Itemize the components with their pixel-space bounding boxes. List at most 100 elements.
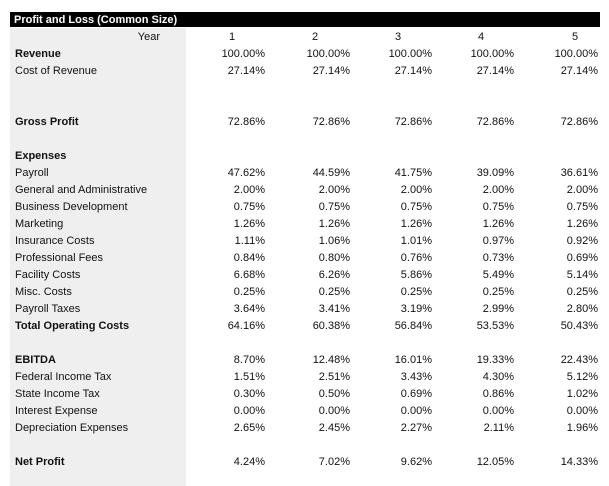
cell-value: 3.19%	[400, 303, 432, 315]
cell-value: 2.00%	[400, 184, 432, 196]
cell-value: 1.01%	[400, 235, 432, 247]
cell-value: 2.45%	[318, 422, 350, 434]
cell-value: 2.00%	[566, 184, 598, 196]
cell-value: 2.65%	[233, 422, 265, 434]
cell-value: 2.00%	[482, 184, 514, 196]
row-label: Professional Fees	[15, 252, 104, 264]
row-label: Gross Profit	[15, 116, 79, 128]
cell-value: 0.75%	[318, 201, 350, 213]
cell-value: 0.80%	[318, 252, 350, 264]
row-label: General and Administrative	[15, 184, 148, 196]
row-label: Total Operating Costs	[15, 320, 130, 332]
cell-value: 50.43%	[560, 320, 598, 332]
cell-value: 0.73%	[482, 252, 514, 264]
cell-value: 0.00%	[482, 405, 514, 417]
cell-value: 0.25%	[233, 286, 265, 298]
cell-value: 0.76%	[400, 252, 432, 264]
row-label: Cost of Revenue	[15, 65, 97, 77]
cell-value: 6.68%	[233, 269, 265, 281]
cell-value: 1.51%	[233, 371, 265, 383]
cell-value: 0.30%	[233, 388, 265, 400]
cell-value: 2.11%	[483, 422, 514, 434]
cell-value: 1.06%	[318, 235, 350, 247]
cell-value: 9.62%	[400, 456, 432, 468]
cell-value: 1.26%	[318, 218, 350, 230]
cell-value: 47.62%	[227, 167, 265, 179]
cell-value: 0.00%	[400, 405, 432, 417]
cell-value: 27.14%	[312, 65, 350, 77]
cell-value: 0.75%	[482, 201, 514, 213]
cell-value: 2.00%	[233, 184, 265, 196]
cell-value: 0.97%	[482, 235, 514, 247]
column-header: 5	[571, 31, 579, 43]
cell-value: 1.26%	[482, 218, 514, 230]
row-label: EBITDA	[15, 354, 56, 366]
cell-value: 56.84%	[394, 320, 432, 332]
row-label: State Income Tax	[15, 388, 100, 400]
cell-value: 27.14%	[227, 65, 265, 77]
cell-value: 16.01%	[394, 354, 432, 366]
cell-value: 4.30%	[482, 371, 514, 383]
cell-value: 0.75%	[400, 201, 432, 213]
cell-value: 5.49%	[482, 269, 514, 281]
row-label: Facility Costs	[15, 269, 81, 281]
cell-value: 64.16%	[227, 320, 265, 332]
row-label: Business Development	[15, 201, 128, 213]
cell-value: 72.86%	[394, 116, 432, 128]
row-label: Federal Income Tax	[15, 371, 112, 383]
cell-value: 12.48%	[312, 354, 350, 366]
cell-value: 1.02%	[566, 388, 598, 400]
cell-value: 1.26%	[566, 218, 598, 230]
row-label: Marketing	[15, 218, 64, 230]
cell-value: 2.00%	[318, 184, 350, 196]
row-label: Interest Expense	[15, 405, 98, 417]
cell-value: 0.25%	[400, 286, 432, 298]
cell-value: 0.50%	[318, 388, 350, 400]
year-header: Year	[137, 31, 160, 43]
cell-value: 0.75%	[566, 201, 598, 213]
cell-value: 0.69%	[400, 388, 432, 400]
cell-value: 0.69%	[566, 252, 598, 264]
column-header: 3	[394, 31, 402, 43]
cell-value: 100.00%	[554, 48, 598, 60]
cell-value: 72.86%	[560, 116, 598, 128]
cell-value: 0.00%	[233, 405, 265, 417]
cell-value: 19.33%	[476, 354, 514, 366]
cell-value: 27.14%	[560, 65, 598, 77]
table-title: Profit and Loss (Common Size)	[14, 14, 178, 26]
cell-value: 7.02%	[318, 456, 350, 468]
row-label: Payroll	[15, 167, 49, 179]
cell-value: 27.14%	[476, 65, 514, 77]
cell-value: 39.09%	[476, 167, 514, 179]
cell-value: 5.14%	[566, 269, 598, 281]
row-label: Revenue	[15, 48, 61, 60]
column-header: 4	[477, 31, 485, 43]
row-label: Net Profit	[15, 456, 65, 468]
cell-value: 3.41%	[318, 303, 350, 315]
row-label: Depreciation Expenses	[15, 422, 129, 434]
column-header: 1	[228, 31, 236, 43]
cell-value: 0.84%	[233, 252, 265, 264]
cell-value: 0.75%	[233, 201, 265, 213]
cell-value: 72.86%	[312, 116, 350, 128]
cell-value: 100.00%	[221, 48, 265, 60]
cell-value: 41.75%	[394, 167, 432, 179]
cell-value: 0.00%	[566, 405, 598, 417]
cell-value: 44.59%	[312, 167, 350, 179]
cell-value: 6.26%	[318, 269, 350, 281]
cell-value: 100.00%	[470, 48, 514, 60]
cell-value: 3.43%	[400, 371, 432, 383]
cell-value: 53.53%	[476, 320, 514, 332]
cell-value: 22.43%	[560, 354, 598, 366]
cell-value: 1.96%	[566, 422, 598, 434]
cell-value: 1.11%	[234, 235, 265, 247]
cell-value: 100.00%	[306, 48, 350, 60]
row-label: Payroll Taxes	[15, 303, 81, 315]
cell-value: 5.86%	[400, 269, 432, 281]
cell-value: 60.38%	[312, 320, 350, 332]
section-heading: Expenses	[15, 150, 67, 162]
cell-value: 12.05%	[476, 456, 514, 468]
cell-value: 0.86%	[482, 388, 514, 400]
cell-value: 2.51%	[318, 371, 350, 383]
